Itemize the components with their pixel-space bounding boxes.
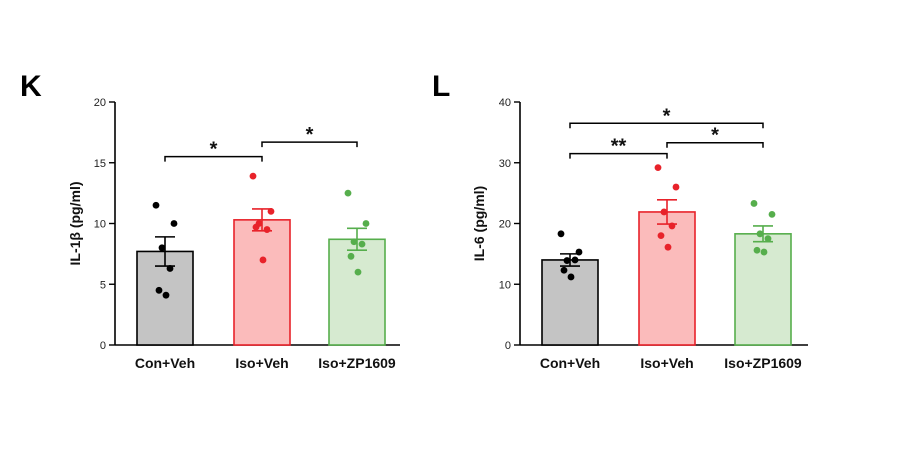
data-point (560, 266, 568, 274)
significance-label: * (711, 125, 719, 147)
data-point (162, 291, 170, 299)
panel-letter-l: L (432, 70, 450, 103)
y-tick-label: 10 (94, 219, 106, 231)
panel-letter-k: K (20, 70, 42, 103)
data-point (249, 172, 257, 180)
y-tick-label: 20 (94, 97, 106, 109)
category-label: Iso+Veh (235, 355, 288, 371)
bar (328, 238, 386, 346)
bar (541, 259, 599, 346)
significance-bracket (569, 152, 668, 159)
y-tick-label: 10 (499, 279, 511, 291)
data-point (350, 238, 358, 246)
panel-il6: L 0 10 20 30 40 IL-6 (pg/ml) Con+Veh Iso+Veh Iso… (432, 70, 808, 371)
data-point (664, 243, 672, 251)
y-tick-label: 40 (499, 97, 511, 109)
category-label: Iso+ZP1609 (724, 355, 802, 371)
significance-bracket (261, 141, 358, 148)
panel-il1b: K 0 5 10 15 20 IL-1β (pg/ml) Con+Veh Iso+Veh Iso… (20, 70, 400, 371)
data-point (672, 183, 680, 191)
significance-bracket (164, 155, 263, 162)
y-tick-label: 0 (505, 340, 511, 352)
data-point (155, 286, 163, 294)
data-point (750, 200, 758, 207)
data-point (756, 230, 764, 238)
y-axis-title: IL-6 (pg/ml) (471, 186, 487, 261)
data-point (753, 246, 761, 254)
data-point (252, 223, 260, 231)
y-tick-label: 30 (499, 158, 511, 170)
y-axis-title: IL-1β (pg/ml) (67, 182, 83, 266)
category-label: Con+Veh (540, 355, 600, 371)
significance-label: * (210, 139, 218, 161)
bar (638, 211, 696, 346)
data-point (170, 220, 178, 227)
data-point (259, 256, 267, 264)
significance-label: * (663, 105, 671, 127)
significance-bracket (666, 141, 764, 148)
data-point (768, 210, 776, 218)
significance-label: * (306, 124, 314, 146)
data-point (567, 273, 575, 281)
data-point (575, 248, 583, 256)
y-tick-label: 0 (100, 340, 106, 352)
y-tick-label: 20 (499, 219, 511, 231)
data-point (563, 257, 571, 264)
data-point (152, 201, 160, 209)
data-point (267, 207, 275, 215)
data-point (263, 226, 271, 233)
category-label: Con+Veh (135, 355, 195, 371)
data-point (362, 220, 370, 227)
data-point (764, 235, 772, 243)
data-point (571, 256, 579, 264)
y-tick-label: 15 (94, 158, 106, 170)
data-point (347, 252, 355, 260)
data-point (166, 265, 174, 272)
significance-label: ** (611, 136, 627, 158)
data-point (557, 230, 565, 238)
data-point (668, 222, 676, 230)
data-point (158, 244, 166, 252)
significance-bracket (569, 122, 764, 129)
category-label: Iso+ZP1609 (318, 355, 396, 371)
data-point (654, 164, 662, 172)
bar (233, 219, 291, 346)
category-label: Iso+Veh (640, 355, 693, 371)
data-point (354, 268, 362, 276)
data-point (344, 189, 352, 197)
data-point (760, 248, 768, 256)
data-point (358, 240, 366, 248)
data-point (660, 208, 668, 216)
y-tick-label: 5 (100, 279, 106, 291)
data-point (657, 232, 665, 240)
